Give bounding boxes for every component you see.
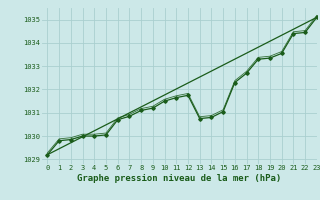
X-axis label: Graphe pression niveau de la mer (hPa): Graphe pression niveau de la mer (hPa) — [77, 174, 281, 183]
